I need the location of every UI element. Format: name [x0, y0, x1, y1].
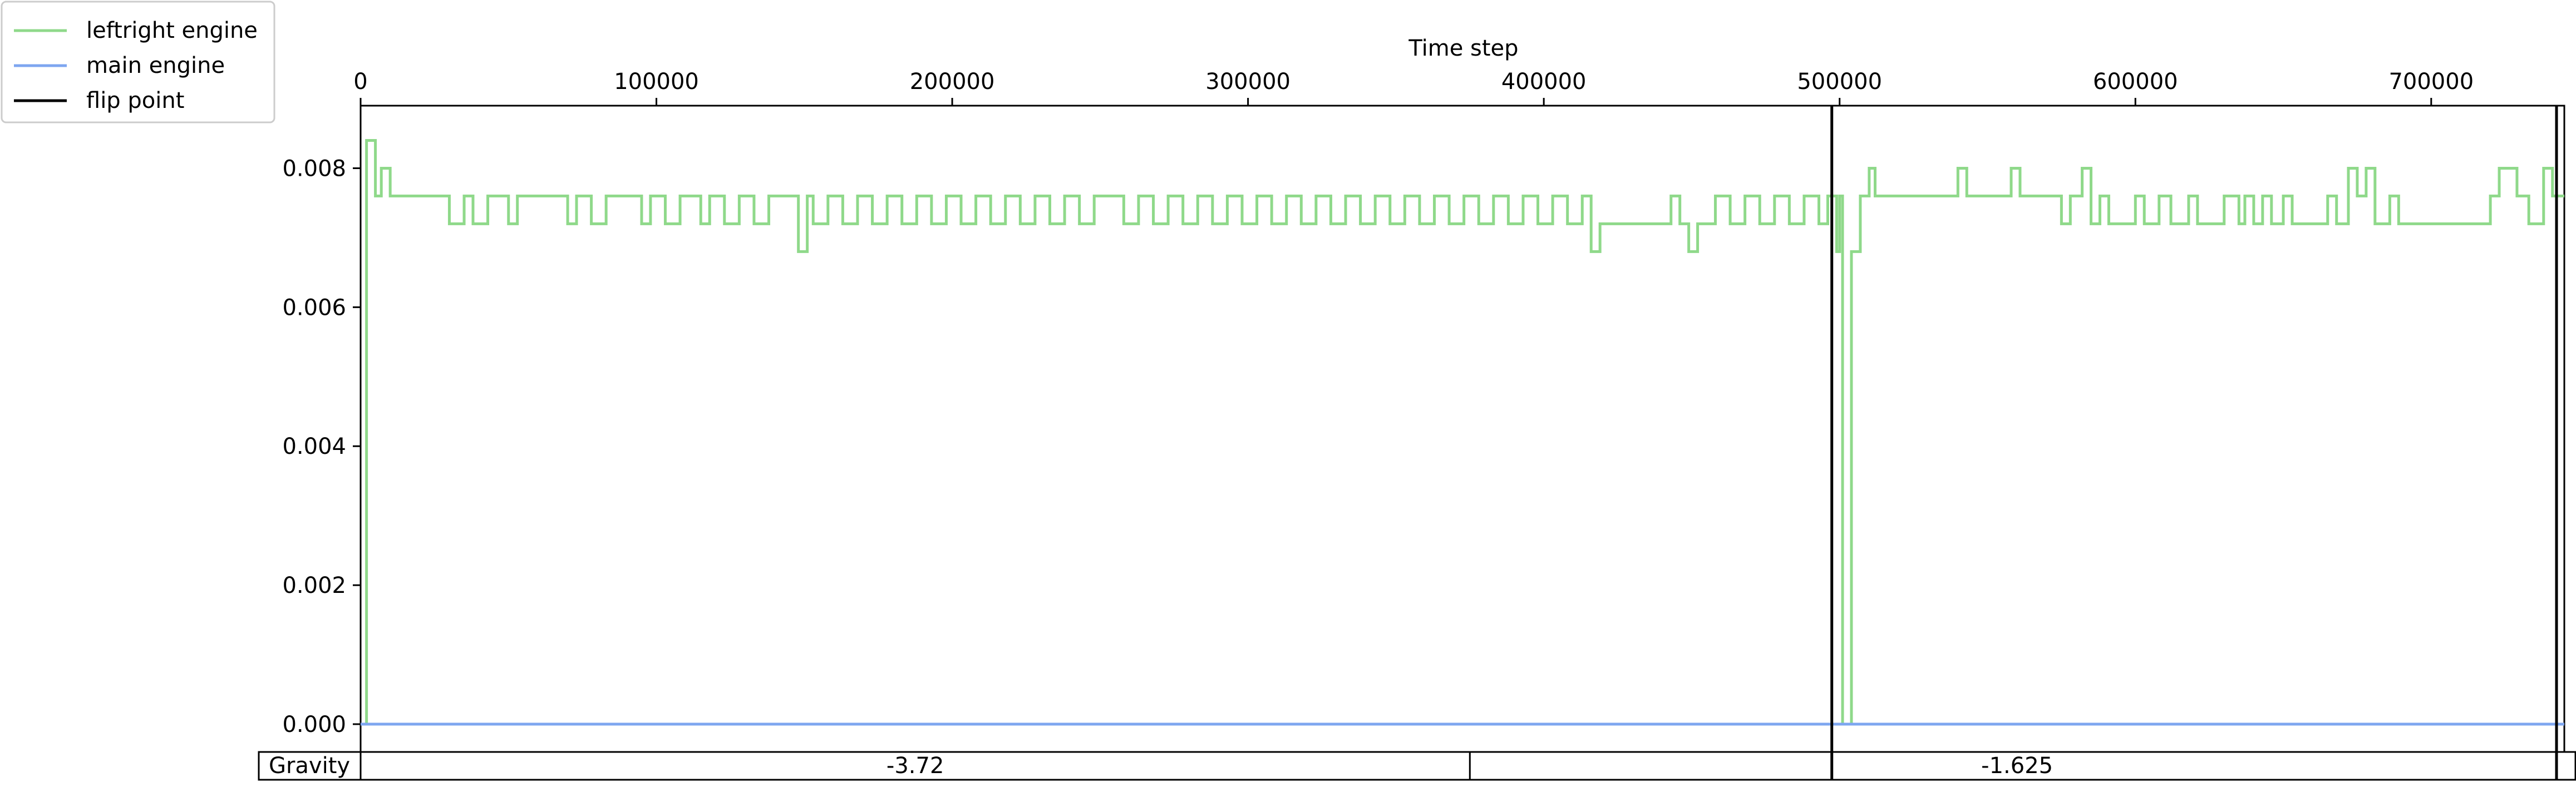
gravity-cell-value: -1.625 [1981, 753, 2053, 779]
series-layer [361, 138, 2564, 726]
legend-label-leftright-engine: leftright engine [86, 18, 258, 43]
y-tick-label: 0.000 [282, 712, 346, 737]
flip-points [1830, 106, 2558, 780]
y-tick-label: 0.004 [282, 434, 346, 459]
legend-label-main-engine: main engine [86, 53, 225, 78]
gravity-table: Gravity -3.72 -1.625 [258, 751, 2576, 781]
gravity-cell-value: -3.72 [886, 753, 944, 779]
x-tick-label: 500000 [1797, 69, 1882, 95]
x-ticks: 0 100000 200000 300000 400000 500000 600000 700… [353, 69, 2474, 106]
y-tick-label: 0.008 [282, 156, 346, 181]
x-tick-label: 200000 [910, 69, 995, 95]
plot-frame [359, 105, 2565, 753]
x-tick-label: 600000 [2093, 69, 2178, 95]
x-tick-label: 100000 [614, 69, 699, 95]
gravity-cells: -3.72 -1.625 [886, 752, 2053, 780]
y-tick-label: 0.002 [282, 573, 346, 598]
x-axis-label: Time step [1408, 36, 1518, 61]
gravity-row-label: Gravity [269, 753, 350, 779]
legend: leftright engine main engine flip point [1, 1, 275, 123]
legend-label-flip-point: flip point [86, 88, 184, 113]
gravity-table-frame [258, 751, 2576, 781]
legend-frame [1, 1, 275, 123]
y-ticks: 0.000 0.002 0.004 0.006 0.008 [282, 156, 361, 737]
series-line-leftright-engine [361, 138, 2564, 726]
y-tick-label: 0.006 [282, 295, 346, 320]
x-tick-label: 400000 [1501, 69, 1587, 95]
x-tick-label: 700000 [2388, 69, 2474, 95]
x-tick-label: 300000 [1205, 69, 1291, 95]
x-tick-label: 0 [353, 69, 367, 95]
